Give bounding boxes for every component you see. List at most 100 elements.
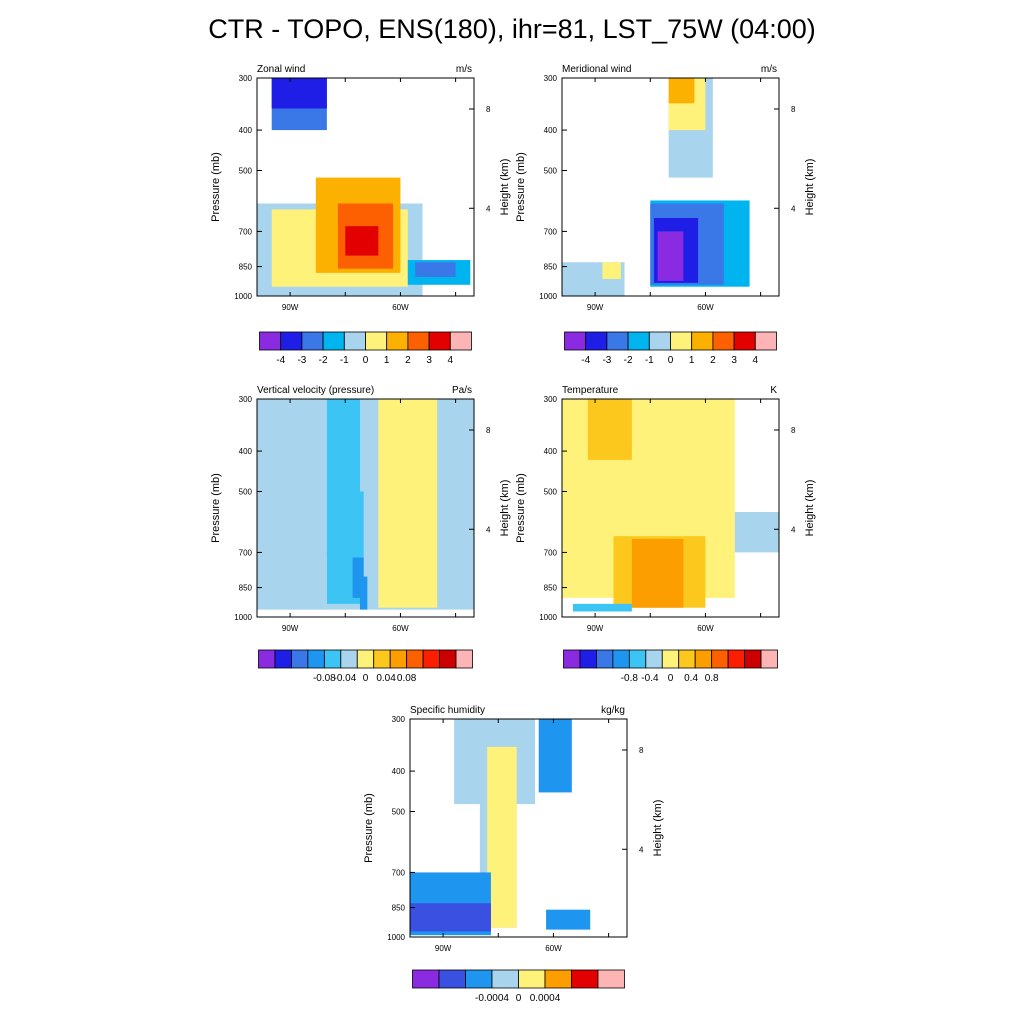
x-tick-label: 60W	[697, 303, 714, 312]
colorbar-label: -3	[602, 355, 611, 366]
colorbar-box	[760, 649, 778, 669]
colorbar-label: 3	[426, 355, 432, 366]
colorbar-box	[571, 969, 599, 989]
y-tick-label: 300	[544, 395, 558, 404]
x-tick-label: 90W	[587, 624, 604, 633]
field-layer	[562, 399, 779, 612]
figure-title: CTR - TOPO, ENS(180), ihr=81, LST_75W (0…	[208, 14, 816, 44]
colorbar-box	[596, 649, 614, 669]
colorbar-box	[406, 649, 424, 669]
field-cell	[631, 538, 684, 608]
y2-tick-label: 8	[791, 105, 796, 114]
field-cell	[410, 903, 491, 932]
colorbar-label: 0.0004	[530, 993, 561, 1004]
colorbar-box	[428, 331, 451, 351]
colorbar-box	[389, 649, 408, 669]
colorbar-box	[491, 969, 519, 989]
y-axis-label: Pressure (mb)	[210, 152, 222, 222]
colorbar-box	[627, 331, 650, 351]
colorbar-label: 0.08	[397, 673, 417, 684]
y-axis-label: Pressure (mb)	[515, 152, 527, 222]
panel-meridional: Meridional wind m/s 300 400 500 700 850 1000 8 4 9…	[515, 64, 816, 366]
colorbar-box	[544, 969, 572, 989]
colorbar-box	[691, 331, 714, 351]
x-tick-label: 60W	[545, 944, 562, 953]
colorbar-box	[343, 331, 366, 351]
panel-temperature: Temperature K 300 400 500 700 850 1000 8 4 90W 60W P…	[515, 385, 816, 684]
colorbar-label: 0.4	[684, 673, 698, 684]
colorbar-label: 4	[448, 355, 454, 366]
panel-title: Vertical velocity (pressure)	[257, 385, 374, 396]
x-tick-label: 60W	[392, 624, 409, 633]
colorbar-box	[670, 331, 693, 351]
field-cell	[668, 78, 695, 104]
panel-title: Specific humidity	[410, 705, 485, 716]
y-tick-label: 1000	[234, 613, 252, 622]
colorbar-box	[259, 331, 282, 351]
y-tick-label: 1000	[387, 933, 405, 942]
plot-frame	[561, 77, 780, 297]
panel-zonal: Zonal wind m/s 300 400 500 700 850 1000 8 4 90W 60W…	[210, 64, 511, 366]
plot-frame	[561, 398, 780, 618]
colorbar-label: 0	[668, 355, 674, 366]
y2-tick-label: 8	[486, 105, 491, 114]
x-tick-label: 90W	[435, 944, 452, 953]
y2-tick-label: 4	[639, 845, 644, 854]
colorbar-box	[439, 649, 457, 669]
y-tick-label: 300	[392, 715, 406, 724]
field-layer	[257, 78, 471, 296]
colorbar-box	[597, 969, 625, 989]
y-tick-label: 400	[544, 126, 558, 135]
colorbar-label: -4	[581, 355, 590, 366]
y2-axis-label: Height (km)	[804, 159, 816, 216]
y-tick-label: 850	[544, 263, 558, 272]
colorbar-box	[373, 649, 391, 669]
y2-axis-label: Height (km)	[804, 480, 816, 537]
y-tick-label: 1000	[234, 292, 252, 301]
x-tick-label: 90W	[587, 303, 604, 312]
y-tick-label: 500	[392, 807, 406, 816]
y2-axis-label: Height (km)	[652, 800, 664, 857]
colorbar-box	[661, 649, 680, 669]
colorbar-label: 4	[753, 355, 759, 366]
y-axis-label: Pressure (mb)	[363, 793, 375, 863]
field-layer	[562, 78, 750, 296]
colorbar-box	[648, 331, 671, 351]
y-tick-label: 1000	[539, 292, 557, 301]
colorbar-box	[307, 649, 325, 669]
colorbar-label: -2	[319, 355, 328, 366]
colorbar-label: 2	[710, 355, 716, 366]
colorbar-label: 3	[731, 355, 737, 366]
y-tick-label: 850	[392, 904, 406, 913]
colorbar-box	[455, 649, 473, 669]
y-tick-label: 850	[239, 263, 253, 272]
colorbar-box	[449, 331, 472, 351]
colorbar-label: 1	[384, 355, 390, 366]
y-tick-label: 700	[239, 227, 253, 236]
x-tick-label: 90W	[282, 624, 299, 633]
colorbar-box	[274, 649, 292, 669]
colorbar-box	[291, 649, 309, 669]
panel-title: Meridional wind	[562, 64, 631, 75]
y-tick-label: 300	[239, 395, 253, 404]
y2-axis-label: Height (km)	[499, 159, 511, 216]
colorbar-box	[727, 649, 745, 669]
y-tick-label: 700	[239, 548, 253, 557]
y-tick-label: 400	[239, 126, 253, 135]
y-tick-label: 400	[392, 767, 406, 776]
colorbar-label: 0	[363, 355, 369, 366]
colorbar-box	[386, 331, 409, 351]
colorbar-box	[258, 649, 276, 669]
field-layer	[257, 399, 474, 610]
colorbar-box	[733, 331, 756, 351]
colorbar-box	[365, 331, 388, 351]
colorbar-label: -0.8	[621, 673, 639, 684]
y2-axis-label: Height (km)	[499, 480, 511, 537]
colorbar-label: -2	[624, 355, 633, 366]
panel-units: K	[770, 385, 777, 396]
colorbar-box	[422, 649, 440, 669]
panel-units: kg/kg	[601, 705, 625, 716]
y-tick-label: 400	[239, 447, 253, 456]
colorbar-label: -0.0004	[475, 993, 509, 1004]
colorbar-box	[438, 969, 466, 989]
